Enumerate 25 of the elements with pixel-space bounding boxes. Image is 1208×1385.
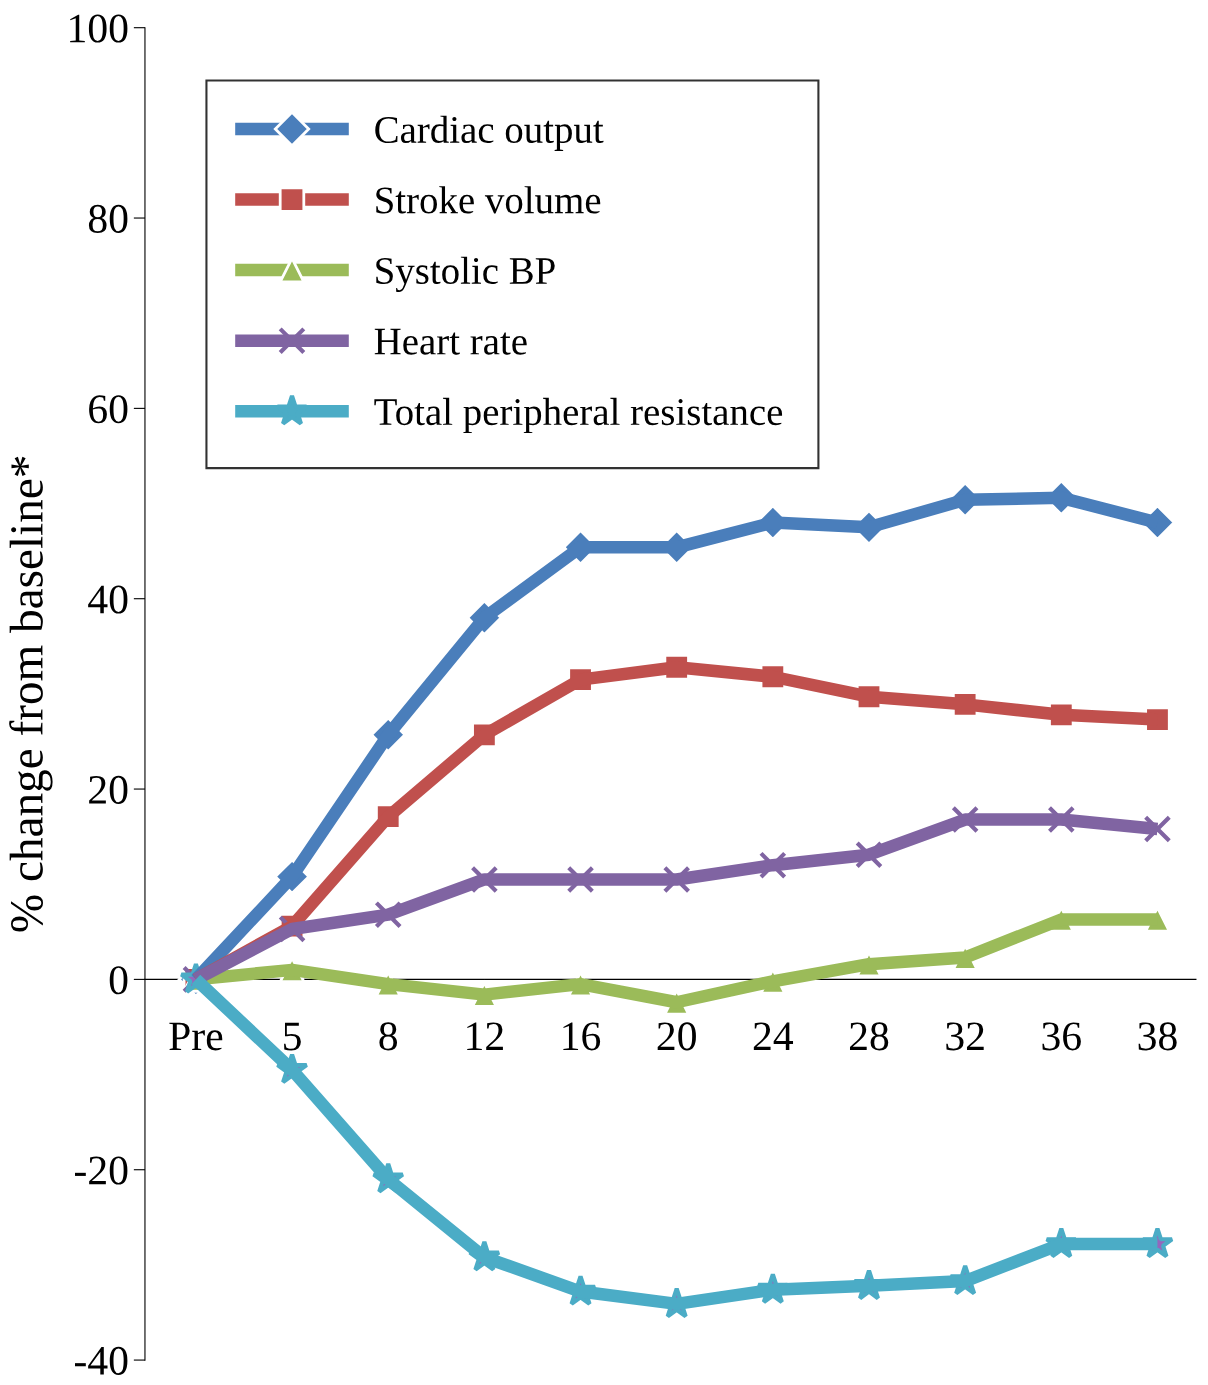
y-tick-label: 80 [88, 204, 128, 233]
x-tick-label: 5 [284, 1022, 301, 1051]
y-tick-label: 100 [70, 14, 128, 43]
legend-label: Stroke volume [376, 186, 601, 214]
x-tick-label: 8 [379, 1022, 398, 1051]
legend-label: Total peripheral resistance [374, 397, 783, 434]
legend-label: Heart rate [374, 328, 527, 355]
legend-label: Cardiac output [375, 115, 604, 151]
legend-label: Systolic BP [376, 256, 555, 293]
x-tick-label: 32 [946, 1022, 984, 1051]
y-tick-label: -40 [75, 1346, 128, 1375]
y-tick-label: 60 [89, 395, 128, 424]
x-tick-label: 36 [1042, 1022, 1081, 1051]
x-tick-label: 12 [467, 1022, 503, 1050]
x-tick-label: 16 [563, 1022, 601, 1051]
y-tick-label: -20 [75, 1156, 128, 1185]
x-tick-label: 24 [753, 1022, 794, 1050]
x-tick-label: Pre [169, 1022, 223, 1051]
x-tick-label: 28 [849, 1022, 889, 1051]
x-tick-label: 38 [1138, 1022, 1177, 1051]
y-tick-label: 0 [109, 966, 128, 995]
x-tick-label: 20 [657, 1022, 696, 1051]
y-axis-title: % change from baseline* [9, 456, 53, 932]
y-tick-label: 20 [89, 775, 128, 804]
y-tick-label: 40 [88, 585, 128, 614]
